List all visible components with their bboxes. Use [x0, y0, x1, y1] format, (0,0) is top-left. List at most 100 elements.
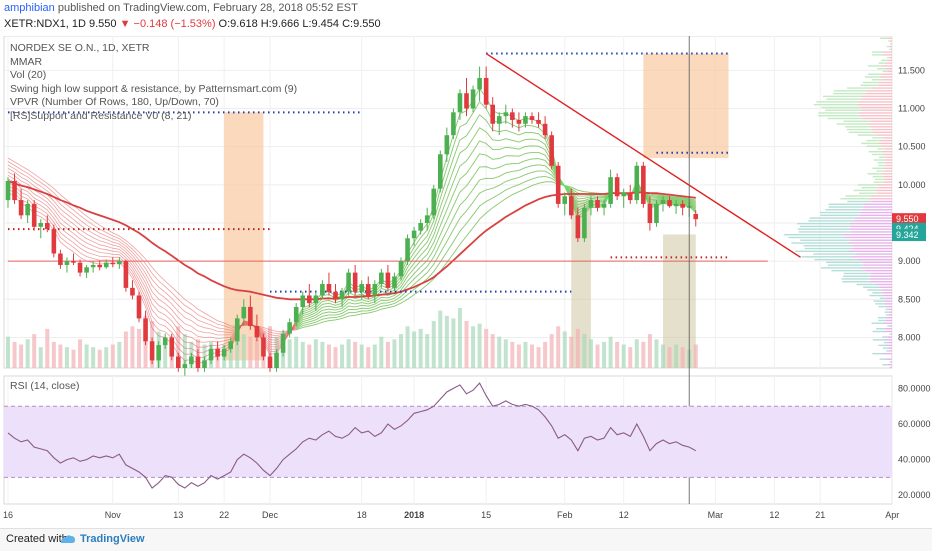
candle-body: [137, 295, 142, 318]
volume-bar: [504, 339, 508, 368]
volume-bar: [517, 345, 521, 368]
candle-body: [130, 288, 135, 296]
volume-profile-bar: [870, 295, 882, 296]
volume-profile-bar: [843, 121, 870, 122]
volume-bar: [615, 342, 619, 368]
candle-body: [562, 196, 567, 204]
volume-profile-bar: [882, 336, 887, 337]
candle-body: [327, 284, 332, 292]
volume-bar: [52, 342, 56, 368]
volume-profile-bar: [886, 162, 892, 163]
volume-profile-bar: [883, 51, 892, 52]
volume-bar: [373, 345, 377, 368]
volume-bar: [563, 331, 567, 368]
legend-item[interactable]: VPVR (Number Of Rows, 180, Up/Down, 70): [10, 96, 297, 110]
volume-bar: [628, 347, 632, 368]
volume-profile-bar: [873, 339, 884, 340]
volume-profile-bar: [867, 123, 892, 124]
volume-bar: [412, 331, 416, 368]
candle: [52, 225, 57, 258]
volume-bar: [91, 347, 95, 368]
volume-bar: [543, 342, 547, 368]
candle-body: [556, 166, 561, 204]
volume-profile-bar: [826, 262, 862, 263]
volume-profile-bar: [877, 184, 892, 185]
time-axis-tick: Dec: [262, 510, 279, 520]
volume-profile-bar: [804, 245, 853, 246]
candle-body: [353, 273, 358, 292]
volume-profile-bar: [880, 359, 887, 360]
volume-bar: [648, 334, 652, 368]
candle-body: [235, 318, 240, 341]
volume-bar: [26, 339, 30, 368]
candle-body: [333, 292, 338, 300]
volume-profile-bar: [872, 137, 883, 138]
volume-profile-bar: [878, 162, 886, 163]
candle-body: [124, 261, 129, 288]
volume-profile-bar: [877, 68, 885, 69]
candle-body: [510, 112, 515, 120]
volume-bar: [137, 329, 141, 368]
volume-profile-bar: [874, 300, 884, 301]
candle-body: [464, 93, 469, 108]
volume-profile-bar: [813, 253, 856, 254]
candle: [261, 334, 266, 361]
candle-body: [595, 200, 600, 208]
candle-body: [602, 204, 607, 208]
volume-profile-bar: [859, 193, 877, 194]
volume-bar: [98, 350, 102, 368]
legend-item[interactable]: [RS]Support and Resistance V0 (8, 21): [10, 110, 297, 124]
candle-body: [405, 238, 410, 261]
legend-item[interactable]: MMAR: [10, 56, 297, 70]
volume-profile-bar: [889, 49, 890, 50]
volume-bar: [248, 337, 252, 368]
volume-profile-bar: [868, 65, 881, 66]
legend-item[interactable]: NORDEX SE O.N., 1D, XETR: [10, 42, 297, 56]
volume-bar: [641, 342, 645, 368]
volume-profile-bar: [869, 151, 882, 152]
candle-body: [582, 208, 587, 239]
indicator-legend: NORDEX SE O.N., 1D, XETRMMARVol (20)Swin…: [10, 42, 297, 124]
volume-profile-bar: [886, 157, 892, 158]
candle-body: [248, 307, 253, 326]
volume-profile-bar: [843, 234, 892, 235]
candle-body: [484, 78, 489, 105]
volume-profile-bar: [863, 264, 892, 265]
volume-profile-bar: [852, 245, 892, 246]
legend-item[interactable]: Vol (20): [10, 69, 297, 83]
price-tag-text: 9.550: [896, 214, 919, 224]
volume-bar: [399, 334, 403, 368]
candle: [556, 162, 561, 208]
volume-profile-bar: [862, 209, 892, 210]
candle: [405, 234, 410, 265]
volume-profile-bar: [889, 334, 890, 335]
time-axis-tick: 22: [219, 510, 229, 520]
publish-text: published on TradingView.com, February 2…: [58, 2, 358, 14]
volume-profile-bar: [883, 353, 892, 354]
volume-profile-bar: [888, 336, 892, 337]
volume-profile-bar: [829, 206, 864, 207]
volume-profile-bar: [860, 215, 892, 216]
volume-profile-bar: [890, 361, 891, 362]
candle-body: [359, 284, 364, 292]
volume-profile-bar: [837, 123, 867, 124]
time-axis-tick: Apr: [885, 510, 899, 520]
volume-bar: [104, 347, 108, 368]
author-link[interactable]: amphibian: [4, 2, 55, 14]
volume-profile-bar: [860, 85, 877, 86]
legend-item[interactable]: Swing high low support & resistance, by …: [10, 83, 297, 97]
candle-body: [196, 357, 201, 368]
candle-body: [143, 318, 148, 341]
candle-body: [242, 307, 247, 318]
candle-body: [97, 265, 102, 267]
volume-profile-bar: [831, 270, 864, 271]
volume-bar: [491, 334, 495, 368]
volume-bar: [609, 337, 613, 368]
volume-profile-bar: [880, 140, 892, 141]
volume-bar: [117, 342, 121, 368]
volume-bar: [242, 334, 246, 368]
last-price: 9.550: [89, 18, 117, 30]
volume-profile-bar: [888, 40, 890, 41]
tradingview-brand[interactable]: TradingView: [80, 533, 145, 545]
volume-bar: [327, 345, 331, 368]
